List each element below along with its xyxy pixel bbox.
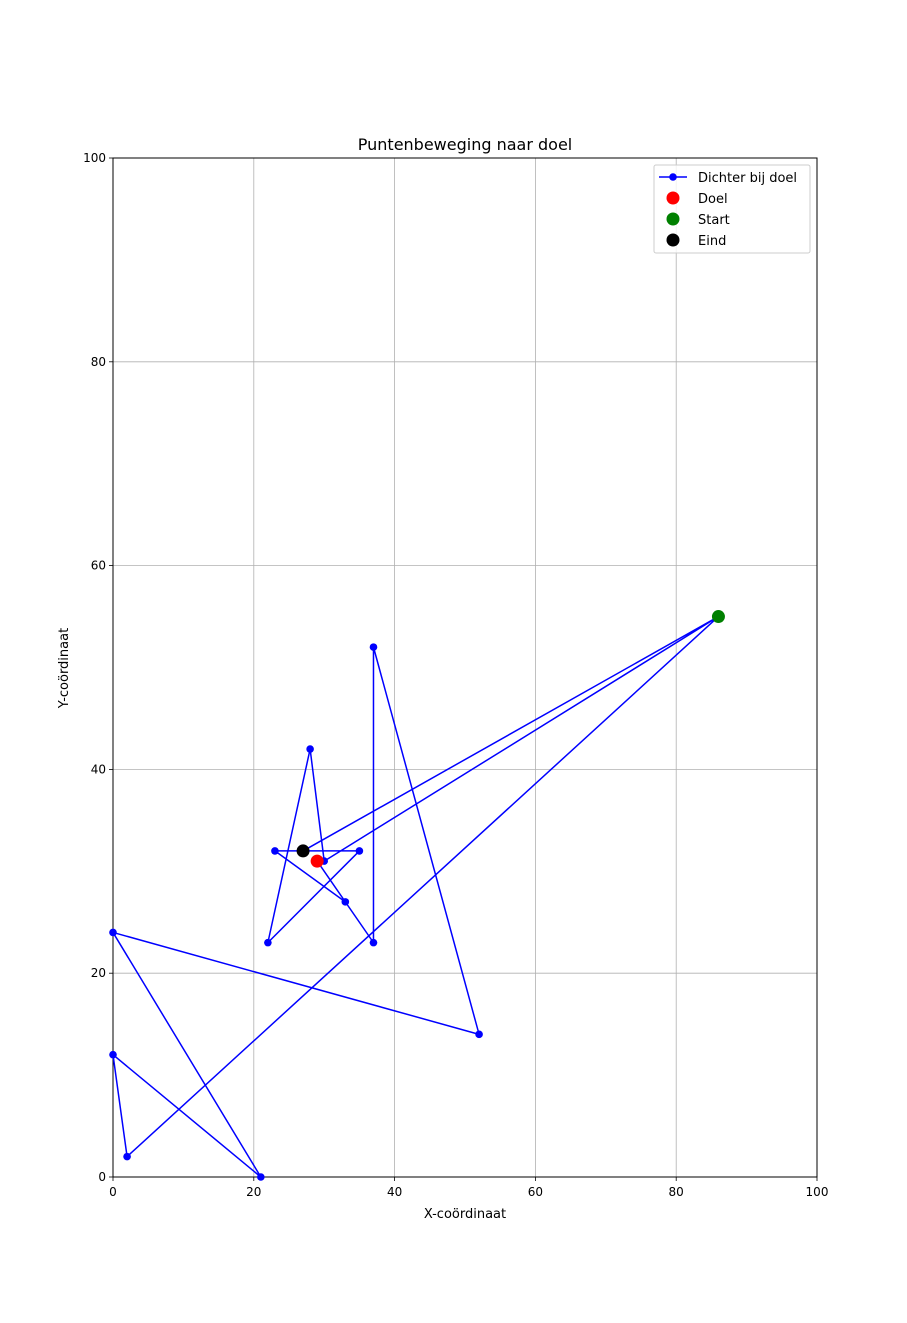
grid <box>113 158 817 1177</box>
data-point <box>123 1153 131 1161</box>
y-axis-label: Y-coördinaat <box>57 628 72 709</box>
x-axis-label: X-coördinaat <box>424 1207 506 1222</box>
data-point <box>342 898 350 906</box>
data-point <box>306 745 314 753</box>
y-tick-label: 60 <box>91 559 106 573</box>
chart-title: Puntenbeweging naar doel <box>358 135 572 154</box>
series-layer <box>109 610 725 1181</box>
data-point <box>109 929 117 937</box>
data-point <box>370 939 378 947</box>
y-tick-label: 80 <box>91 355 106 369</box>
legend-label: Eind <box>698 234 726 249</box>
y-tick-label: 20 <box>91 966 106 980</box>
series-line-dichter-bij-doel <box>113 617 718 1177</box>
plot-area <box>113 158 817 1177</box>
legend-label: Start <box>698 213 730 228</box>
legend-marker <box>667 213 680 226</box>
x-tick-label: 40 <box>387 1185 402 1199</box>
x-tick-label: 60 <box>528 1185 543 1199</box>
scatter-point-eind <box>297 844 310 857</box>
data-point <box>370 643 378 651</box>
scatter-point-start <box>712 610 725 623</box>
x-tick-label: 100 <box>806 1185 829 1199</box>
legend-marker <box>669 173 677 181</box>
data-point <box>475 1031 483 1039</box>
scatter-point-doel <box>311 855 324 868</box>
data-point <box>109 1051 117 1059</box>
data-point <box>356 847 364 855</box>
data-point <box>264 939 272 947</box>
axis-ticks: 0 20 40 60 80 100 0 20 40 60 80 100 <box>83 151 828 1199</box>
legend-label: Doel <box>698 192 728 207</box>
data-point <box>271 847 279 855</box>
y-tick-label: 40 <box>91 762 106 776</box>
x-tick-label: 0 <box>109 1185 117 1199</box>
legend-marker <box>667 192 680 205</box>
y-tick-label: 0 <box>98 1170 106 1184</box>
x-tick-label: 80 <box>669 1185 684 1199</box>
legend-label: Dichter bij doel <box>698 171 797 186</box>
y-tick-label: 100 <box>83 151 106 165</box>
data-point <box>257 1173 265 1181</box>
x-tick-label: 20 <box>246 1185 261 1199</box>
legend-marker <box>667 234 680 247</box>
legend: Dichter bij doel Doel Start Eind <box>654 165 810 253</box>
